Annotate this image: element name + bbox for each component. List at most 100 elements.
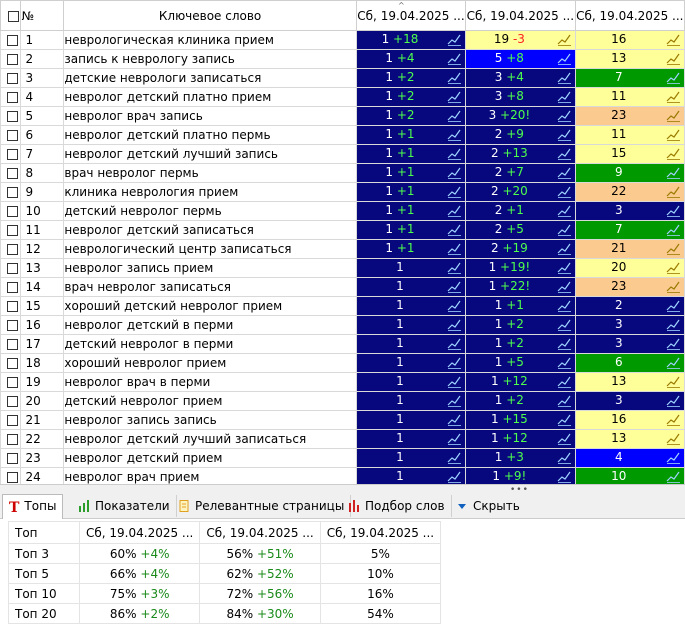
- position-cell[interactable]: 1 +12: [465, 372, 576, 392]
- keyword-cell[interactable]: детский невролог прием: [63, 391, 357, 411]
- tab-word-selection[interactable]: Подбор слов: [342, 495, 452, 517]
- trend-chart-icon[interactable]: [666, 337, 681, 350]
- table-row[interactable]: 1 неврологическая клиника прием 1 +18 19 -3…: [0, 30, 685, 50]
- row-checkbox[interactable]: [0, 125, 22, 145]
- trend-chart-icon[interactable]: [666, 90, 681, 103]
- position-cell[interactable]: 1: [355, 429, 467, 449]
- position-cell[interactable]: 2 +19: [465, 239, 576, 259]
- position-cell[interactable]: 3 +8: [465, 87, 576, 107]
- row-checkbox[interactable]: [0, 353, 22, 373]
- trend-chart-icon[interactable]: [666, 109, 681, 122]
- position-cell[interactable]: 22: [574, 182, 685, 202]
- row-checkbox[interactable]: [0, 258, 22, 278]
- keyword-cell[interactable]: клиника неврология прием: [63, 182, 357, 202]
- position-cell[interactable]: 13: [574, 372, 685, 392]
- row-checkbox[interactable]: [0, 163, 22, 183]
- trend-chart-icon[interactable]: [447, 71, 462, 84]
- row-checkbox[interactable]: [0, 296, 22, 316]
- trend-chart-icon[interactable]: [557, 337, 572, 350]
- position-cell[interactable]: 1: [355, 467, 467, 487]
- position-cell[interactable]: 5 +8: [465, 49, 576, 69]
- header-date-3[interactable]: Сб, 19.04.2025 ...: [574, 0, 685, 31]
- keyword-cell[interactable]: врач невролог пермь: [63, 163, 357, 183]
- trend-chart-icon[interactable]: [447, 394, 462, 407]
- trend-chart-icon[interactable]: [557, 90, 572, 103]
- trend-chart-icon[interactable]: [666, 451, 681, 464]
- row-checkbox[interactable]: [0, 49, 22, 69]
- trend-chart-icon[interactable]: [447, 109, 462, 122]
- row-checkbox[interactable]: [0, 315, 22, 335]
- table-row[interactable]: 17 детский невролог в перми 1 1 +2 3: [0, 334, 685, 354]
- tab-indicators[interactable]: Показатели: [72, 495, 177, 517]
- table-row[interactable]: 12 неврологический центр записаться 1 +1 2 …: [0, 239, 685, 259]
- position-cell[interactable]: 1 +1: [465, 296, 576, 316]
- position-cell[interactable]: 6: [574, 353, 685, 373]
- position-cell[interactable]: 3 +4: [465, 68, 576, 88]
- row-checkbox[interactable]: [0, 201, 22, 221]
- trend-chart-icon[interactable]: [557, 204, 572, 217]
- position-cell[interactable]: 1: [355, 258, 467, 278]
- keyword-cell[interactable]: невролог запись прием: [63, 258, 357, 278]
- trend-chart-icon[interactable]: [447, 185, 462, 198]
- trend-chart-icon[interactable]: [557, 52, 572, 65]
- position-cell[interactable]: 1 +1: [355, 163, 467, 183]
- position-cell[interactable]: 1 +2: [355, 106, 467, 126]
- trend-chart-icon[interactable]: [557, 413, 572, 426]
- table-row[interactable]: 23 невролог детский прием 1 1 +3 4: [0, 448, 685, 468]
- position-cell[interactable]: 1 +2: [355, 87, 467, 107]
- row-checkbox[interactable]: [0, 391, 22, 411]
- table-row[interactable]: 9 клиника неврология прием 1 +1 2 +20 22: [0, 182, 685, 202]
- position-cell[interactable]: 11: [574, 125, 685, 145]
- keyword-cell[interactable]: невролог врач в перми: [63, 372, 357, 392]
- trend-chart-icon[interactable]: [666, 280, 681, 293]
- keyword-cell[interactable]: детский невролог в перми: [63, 334, 357, 354]
- trend-chart-icon[interactable]: [557, 375, 572, 388]
- position-cell[interactable]: 1 +2: [355, 68, 467, 88]
- trend-chart-icon[interactable]: [447, 337, 462, 350]
- position-cell[interactable]: 4: [574, 448, 685, 468]
- panel-splitter[interactable]: •••: [0, 484, 685, 495]
- position-cell[interactable]: 1 +2: [465, 315, 576, 335]
- trend-chart-icon[interactable]: [447, 166, 462, 179]
- keyword-cell[interactable]: невролог детский прием: [63, 448, 357, 468]
- trend-chart-icon[interactable]: [557, 223, 572, 236]
- trend-chart-icon[interactable]: [557, 261, 572, 274]
- trend-chart-icon[interactable]: [666, 52, 681, 65]
- trend-chart-icon[interactable]: [447, 280, 462, 293]
- trend-chart-icon[interactable]: [447, 90, 462, 103]
- trend-chart-icon[interactable]: [666, 185, 681, 198]
- table-row[interactable]: 18 хороший невролог прием 1 1 +5 6: [0, 353, 685, 373]
- trend-chart-icon[interactable]: [557, 318, 572, 331]
- position-cell[interactable]: 13: [574, 49, 685, 69]
- keyword-cell[interactable]: невролог детский лучший записаться: [63, 429, 357, 449]
- position-cell[interactable]: 1: [355, 372, 467, 392]
- table-row[interactable]: 6 невролог детский платно пермь 1 +1 2 +9 11: [0, 125, 685, 145]
- table-row[interactable]: 19 невролог врач в перми 1 1 +12 13: [0, 372, 685, 392]
- row-checkbox[interactable]: [0, 144, 22, 164]
- row-checkbox[interactable]: [0, 372, 22, 392]
- trend-chart-icon[interactable]: [666, 223, 681, 236]
- position-cell[interactable]: 3: [574, 334, 685, 354]
- position-cell[interactable]: 1 +1: [355, 125, 467, 145]
- position-cell[interactable]: 7: [574, 220, 685, 240]
- position-cell[interactable]: 3: [574, 201, 685, 221]
- trend-chart-icon[interactable]: [557, 242, 572, 255]
- table-row[interactable]: 5 невролог врач запись 1 +2 3 +20! 23: [0, 106, 685, 126]
- keyword-cell[interactable]: детские неврологи записаться: [63, 68, 357, 88]
- table-row[interactable]: 15 хороший детский невролог прием 1 1 +1 2: [0, 296, 685, 316]
- trend-chart-icon[interactable]: [447, 299, 462, 312]
- row-checkbox[interactable]: [0, 410, 22, 430]
- keyword-cell[interactable]: хороший невролог прием: [63, 353, 357, 373]
- tab-relevant-pages[interactable]: Релевантные страницы: [172, 495, 352, 517]
- keyword-cell[interactable]: неврологическая клиника прием: [63, 30, 357, 50]
- position-cell[interactable]: 7: [574, 68, 685, 88]
- select-all-checkbox[interactable]: [0, 0, 22, 31]
- position-cell[interactable]: 1 +3: [465, 448, 576, 468]
- trend-chart-icon[interactable]: [557, 356, 572, 369]
- position-cell[interactable]: 15: [574, 144, 685, 164]
- row-checkbox[interactable]: [0, 429, 22, 449]
- keyword-cell[interactable]: невролог детский записаться: [63, 220, 357, 240]
- position-cell[interactable]: 3: [574, 315, 685, 335]
- keyword-cell[interactable]: невролог запись запись: [63, 410, 357, 430]
- keyword-cell[interactable]: хороший детский невролог прием: [63, 296, 357, 316]
